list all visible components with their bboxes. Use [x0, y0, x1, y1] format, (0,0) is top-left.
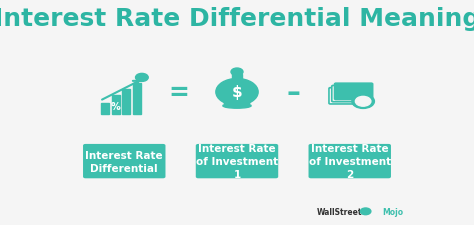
Text: Interest Rate Differential Meaning: Interest Rate Differential Meaning: [0, 7, 474, 31]
Circle shape: [231, 69, 243, 76]
Circle shape: [216, 79, 258, 106]
Text: $: $: [232, 85, 242, 100]
Circle shape: [352, 95, 374, 109]
Text: =: =: [168, 81, 189, 104]
FancyBboxPatch shape: [83, 144, 165, 178]
FancyBboxPatch shape: [309, 144, 391, 178]
Circle shape: [136, 74, 148, 82]
Bar: [101, 104, 109, 115]
Bar: [122, 89, 130, 115]
Text: Mojo: Mojo: [382, 207, 403, 216]
FancyBboxPatch shape: [196, 144, 278, 178]
FancyBboxPatch shape: [329, 88, 367, 104]
Text: Interest Rate
of Investment
2: Interest Rate of Investment 2: [309, 143, 391, 180]
Bar: [232, 75, 242, 80]
FancyBboxPatch shape: [335, 84, 373, 100]
FancyBboxPatch shape: [335, 84, 373, 100]
Text: Interest Rate
of Investment
1: Interest Rate of Investment 1: [196, 143, 278, 180]
Bar: [112, 96, 119, 115]
Text: %: %: [110, 102, 120, 112]
FancyBboxPatch shape: [332, 86, 370, 102]
Bar: [133, 84, 141, 115]
Ellipse shape: [223, 104, 251, 109]
Text: Interest Rate
Differential: Interest Rate Differential: [85, 150, 163, 173]
Ellipse shape: [224, 102, 250, 106]
Text: WallStreet: WallStreet: [317, 207, 362, 216]
Circle shape: [356, 97, 371, 107]
Circle shape: [360, 208, 371, 215]
Text: –: –: [286, 79, 301, 106]
